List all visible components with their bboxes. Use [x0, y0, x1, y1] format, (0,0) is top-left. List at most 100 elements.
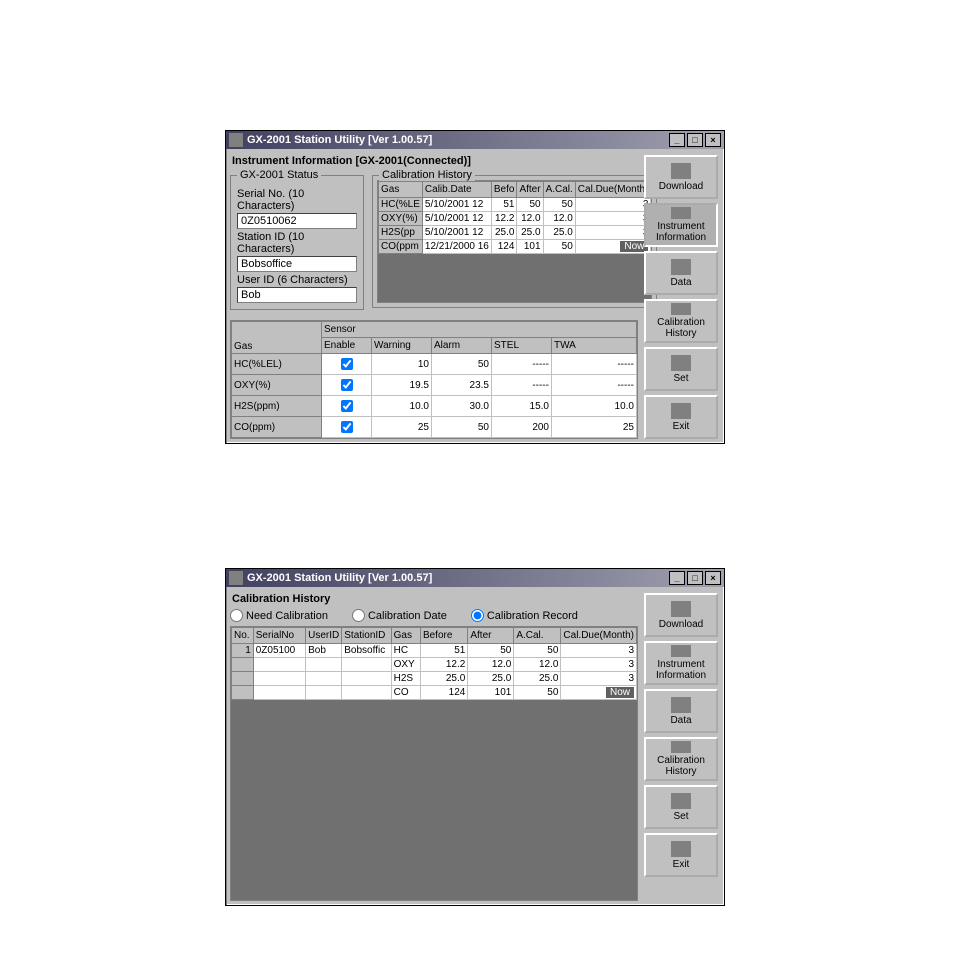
- instrument-info-button[interactable]: Instrument Information: [644, 203, 718, 247]
- calhist-grid[interactable]: Gas Calib.Date Befo After A.Cal. Cal.Due…: [378, 181, 651, 254]
- close-button[interactable]: ×: [705, 133, 721, 147]
- col-no[interactable]: No.: [232, 628, 254, 644]
- enable-checkbox[interactable]: [341, 379, 353, 391]
- maximize-button[interactable]: □: [687, 571, 703, 585]
- table-row[interactable]: H2S(ppm)10.030.015.010.0: [232, 396, 637, 417]
- table-row[interactable]: HC(%LE5/10/2001 125150503: [379, 198, 651, 212]
- col-before[interactable]: Befo: [491, 182, 517, 198]
- table-row[interactable]: 10Z05100BobBobsofficHC5150503: [232, 644, 637, 658]
- col-after[interactable]: After: [468, 628, 514, 644]
- col-gas[interactable]: Gas: [379, 182, 423, 198]
- minimize-button[interactable]: _: [669, 571, 685, 585]
- cell-gas: HC: [391, 644, 420, 658]
- col-after[interactable]: After: [517, 182, 543, 198]
- calhist-button[interactable]: Calibration History: [644, 299, 718, 343]
- page-heading: Instrument Information [GX-2001(Connecte…: [232, 155, 638, 167]
- cell-user: Bob: [306, 644, 342, 658]
- enable-checkbox[interactable]: [341, 400, 353, 412]
- cell-after: 101: [468, 686, 514, 700]
- col-due[interactable]: Cal.Due(Month): [561, 628, 637, 644]
- user-input[interactable]: [237, 287, 357, 303]
- table-row[interactable]: CO(ppm)255020025: [232, 417, 637, 438]
- cell-serial: [253, 686, 305, 700]
- col-stel[interactable]: STEL: [492, 338, 552, 354]
- cell-enable[interactable]: [322, 417, 372, 438]
- cell-before: 25.0: [491, 226, 517, 240]
- table-row[interactable]: OXY(%)5/10/2001 1212.212.012.03: [379, 212, 651, 226]
- cell-no: 1: [232, 644, 254, 658]
- cell-no: [232, 686, 254, 700]
- status-groupbox: GX-2001 Status Serial No. (10 Characters…: [230, 175, 364, 310]
- cell-stel: 15.0: [492, 396, 552, 417]
- enable-checkbox[interactable]: [341, 421, 353, 433]
- col-acal[interactable]: A.Cal.: [543, 182, 575, 198]
- col-gas[interactable]: Gas: [391, 628, 420, 644]
- close-button[interactable]: ×: [705, 571, 721, 585]
- cell-after: 12.0: [517, 212, 543, 226]
- download-button[interactable]: Download: [644, 593, 718, 637]
- download-button[interactable]: Download: [644, 155, 718, 199]
- col-station[interactable]: StationID: [342, 628, 391, 644]
- table-row[interactable]: H2S25.025.025.03: [232, 672, 637, 686]
- cell-warning: 19.5: [372, 375, 432, 396]
- titlebar[interactable]: GX-2001 Station Utility [Ver 1.00.57] _ …: [226, 131, 724, 149]
- station-label: Station ID (10 Characters): [237, 231, 357, 255]
- sensor-legend: Sensor: [322, 322, 637, 338]
- status-legend: GX-2001 Status: [237, 169, 321, 181]
- table-row[interactable]: HC(%LEL)1050----------: [232, 354, 637, 375]
- col-warning[interactable]: Warning: [372, 338, 432, 354]
- calhist-button[interactable]: Calibration History: [644, 737, 718, 781]
- col-due[interactable]: Cal.Due(Month): [575, 182, 651, 198]
- titlebar[interactable]: GX-2001 Station Utility [Ver 1.00.57] _ …: [226, 569, 724, 587]
- radio-calibration-date[interactable]: Calibration Date: [352, 609, 447, 622]
- col-serial[interactable]: SerialNo: [253, 628, 305, 644]
- exit-button[interactable]: Exit: [644, 395, 718, 439]
- cell-station: Bobsoffic: [342, 644, 391, 658]
- exit-button[interactable]: Exit: [644, 833, 718, 877]
- enable-checkbox[interactable]: [341, 358, 353, 370]
- cell-warning: 25: [372, 417, 432, 438]
- radio-calibration-record[interactable]: Calibration Record: [471, 609, 578, 622]
- set-button[interactable]: Set: [644, 347, 718, 391]
- calrecord-grid[interactable]: No. SerialNo UserID StationID Gas Before…: [231, 627, 637, 700]
- table-row[interactable]: CO12410150Now: [232, 686, 637, 700]
- table-row[interactable]: H2S(pp5/10/2001 1225.025.025.03: [379, 226, 651, 240]
- minimize-button[interactable]: _: [669, 133, 685, 147]
- data-button[interactable]: Data: [644, 251, 718, 295]
- table-row[interactable]: CO(ppm12/21/2000 1612410150Now: [379, 240, 651, 254]
- cell-gas: CO(ppm: [379, 240, 423, 254]
- cell-enable[interactable]: [322, 396, 372, 417]
- cell-date: 5/10/2001 12: [422, 212, 491, 226]
- col-date[interactable]: Calib.Date: [422, 182, 491, 198]
- maximize-button[interactable]: □: [687, 133, 703, 147]
- col-before[interactable]: Before: [420, 628, 467, 644]
- table-row[interactable]: OXY(%)19.523.5----------: [232, 375, 637, 396]
- station-input[interactable]: [237, 256, 357, 272]
- radio-need-calibration[interactable]: Need Calibration: [230, 609, 328, 622]
- grid-fill: [378, 254, 651, 302]
- cell-serial: [253, 672, 305, 686]
- window-calibration-history: GX-2001 Station Utility [Ver 1.00.57] _ …: [225, 568, 725, 906]
- data-button[interactable]: Data: [644, 689, 718, 733]
- cell-enable[interactable]: [322, 375, 372, 396]
- cell-due: 3: [561, 644, 637, 658]
- set-icon: [671, 355, 691, 371]
- col-alarm[interactable]: Alarm: [432, 338, 492, 354]
- col-acal[interactable]: A.Cal.: [514, 628, 561, 644]
- cell-gas: HC(%LE: [379, 198, 423, 212]
- col-twa[interactable]: TWA: [552, 338, 637, 354]
- serial-input[interactable]: [237, 213, 357, 229]
- cell-enable[interactable]: [322, 354, 372, 375]
- col-enable[interactable]: Enable: [322, 338, 372, 354]
- set-icon: [671, 793, 691, 809]
- sensor-grid[interactable]: Gas Sensor Enable Warning Alarm STEL TWA…: [231, 321, 637, 438]
- cell-serial: [253, 658, 305, 672]
- cell-due: Now: [575, 240, 651, 254]
- cell-after: 50: [517, 198, 543, 212]
- table-row[interactable]: OXY12.212.012.03: [232, 658, 637, 672]
- set-button[interactable]: Set: [644, 785, 718, 829]
- instrument-info-button[interactable]: Instrument Information: [644, 641, 718, 685]
- col-gas[interactable]: Gas: [232, 322, 322, 354]
- col-user[interactable]: UserID: [306, 628, 342, 644]
- calhist-icon: [671, 741, 691, 753]
